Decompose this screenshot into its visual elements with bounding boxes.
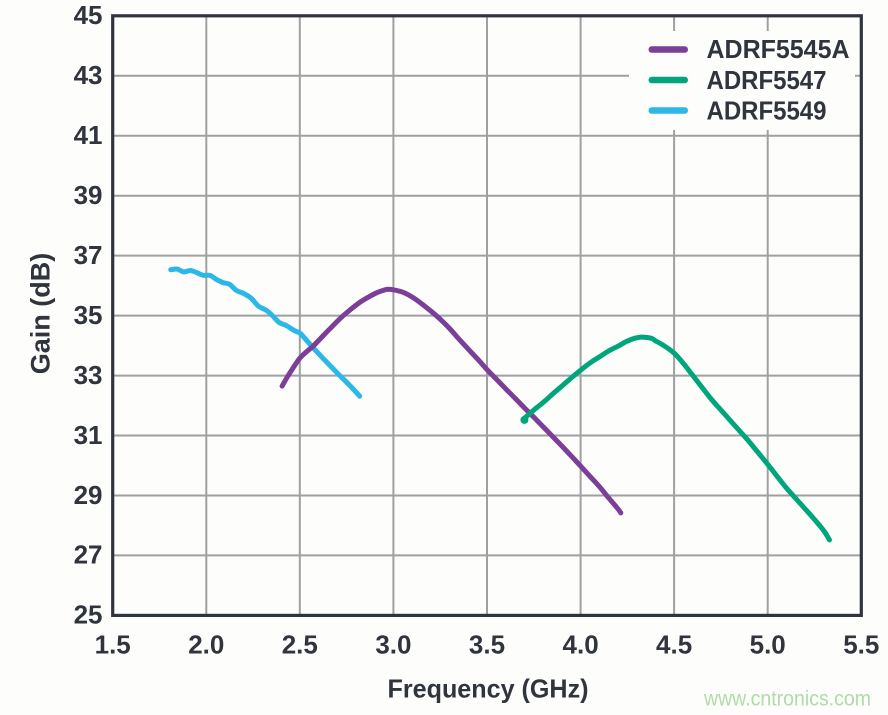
svg-text:31: 31 — [74, 420, 103, 450]
svg-text:1.5: 1.5 — [95, 630, 131, 660]
svg-text:39: 39 — [74, 180, 103, 210]
svg-text:3.5: 3.5 — [469, 630, 505, 660]
svg-text:37: 37 — [74, 240, 103, 270]
svg-text:5.0: 5.0 — [750, 630, 786, 660]
svg-text:4.0: 4.0 — [563, 630, 599, 660]
svg-text:29: 29 — [74, 480, 103, 510]
svg-text:www.cntronics.com: www.cntronics.com — [703, 688, 871, 711]
svg-text:ADRF5547: ADRF5547 — [707, 65, 827, 95]
svg-text:27: 27 — [74, 540, 103, 570]
svg-text:4.5: 4.5 — [656, 630, 692, 660]
svg-text:ADRF5545A: ADRF5545A — [707, 34, 850, 64]
svg-text:2.0: 2.0 — [188, 630, 224, 660]
svg-text:25: 25 — [74, 600, 103, 630]
svg-text:41: 41 — [74, 120, 103, 150]
svg-text:ADRF5549: ADRF5549 — [707, 96, 827, 126]
svg-text:33: 33 — [74, 360, 103, 390]
svg-text:Frequency (GHz): Frequency (GHz) — [388, 674, 589, 704]
svg-text:Gain (dB): Gain (dB) — [26, 253, 56, 375]
svg-text:43: 43 — [74, 60, 103, 90]
svg-text:3.0: 3.0 — [375, 630, 411, 660]
svg-text:45: 45 — [74, 0, 103, 30]
svg-text:35: 35 — [74, 300, 103, 330]
svg-text:5.5: 5.5 — [843, 630, 879, 660]
svg-text:2.5: 2.5 — [282, 630, 318, 660]
